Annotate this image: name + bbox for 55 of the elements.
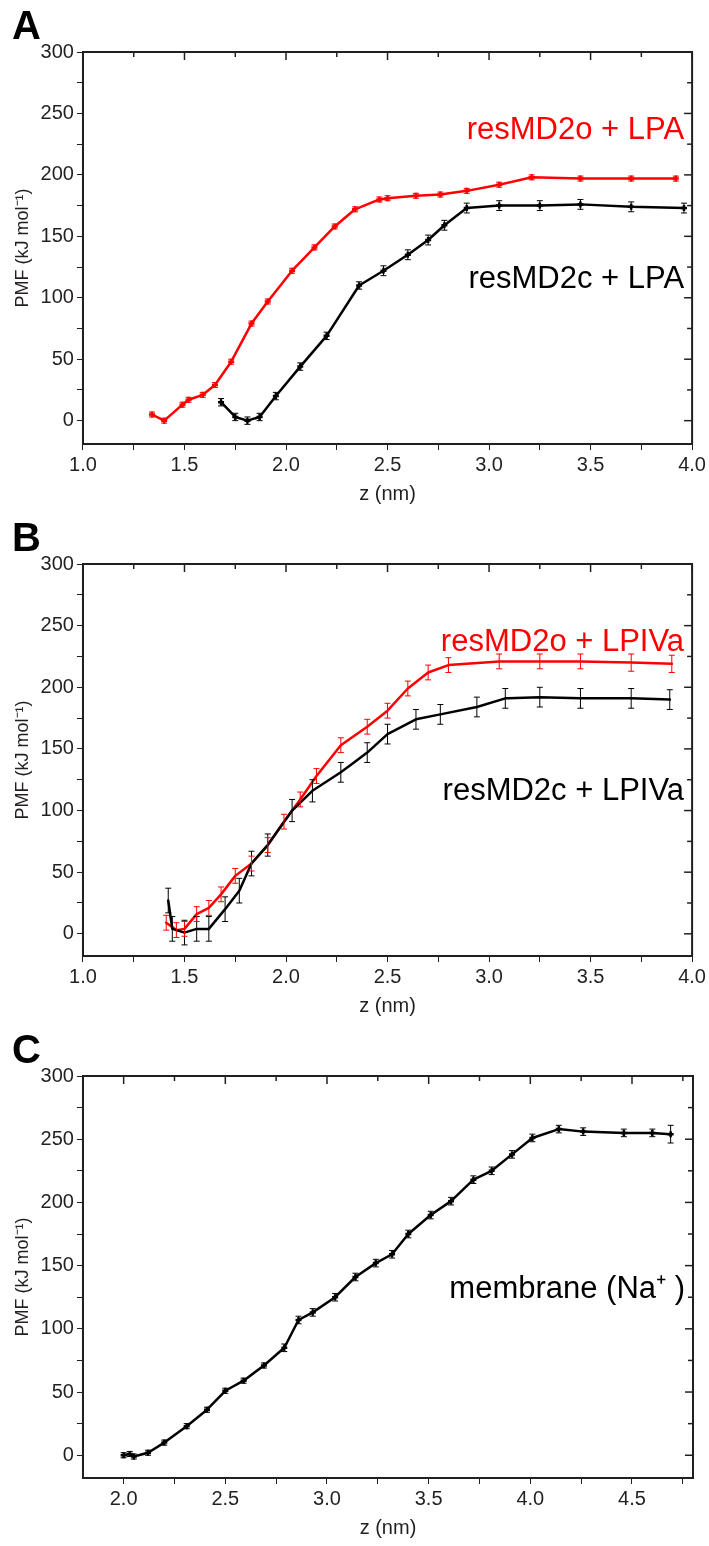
x-tick-label: 3.0 <box>475 964 503 987</box>
y-tick-label: 300 <box>40 1063 74 1086</box>
x-tick-label: 1.5 <box>170 964 199 987</box>
x-tick-label: 2.5 <box>373 964 402 987</box>
series-label: resMD2c + LPA <box>468 259 685 295</box>
x-tick-label: 3.0 <box>313 1486 341 1509</box>
y-tick-label: 50 <box>51 859 74 882</box>
y-tick-label: 0 <box>62 408 74 431</box>
x-tick-label: 4.0 <box>678 964 706 987</box>
y-tick-label: 100 <box>40 285 74 308</box>
series-label: resMD2o + LPA <box>466 110 685 146</box>
series-label: resMD2c + LPIVa <box>442 771 685 807</box>
x-tick-label: 2.5 <box>211 1486 240 1509</box>
x-tick-label: 3.5 <box>576 452 605 475</box>
x-tick-label: 2.5 <box>373 452 402 475</box>
x-axis-title: z (nm) <box>359 481 416 504</box>
x-tick-label: 4.0 <box>516 1486 545 1509</box>
series-label: membrane (Na⁺ ) <box>449 1269 685 1305</box>
y-tick-label: 300 <box>40 39 74 62</box>
y-tick-label: 150 <box>40 1253 74 1276</box>
y-tick-label: 0 <box>62 921 74 944</box>
y-axis-title: PMF (kJ mol⁻¹) <box>11 1217 32 1337</box>
y-tick-label: 250 <box>40 100 74 123</box>
y-tick-label: 250 <box>40 613 74 636</box>
y-tick-label: 0 <box>62 1442 74 1465</box>
x-tick-label: 2.0 <box>109 1486 138 1509</box>
x-tick-label: 1.0 <box>69 452 97 475</box>
x-tick-label: 2.0 <box>272 964 300 987</box>
y-tick-label: 250 <box>40 1126 74 1149</box>
x-tick-label: 4.0 <box>678 452 706 475</box>
y-tick-label: 150 <box>40 223 74 246</box>
chart-title: B <box>12 515 41 560</box>
x-tick-label: 3.5 <box>414 1486 443 1509</box>
y-axis-title: PMF (kJ mol⁻¹) <box>11 700 32 820</box>
x-axis-title: z (nm) <box>359 993 416 1016</box>
y-tick-label: 100 <box>40 798 74 821</box>
chart-title: A <box>12 3 41 48</box>
y-tick-label: 200 <box>40 674 74 697</box>
series-label: resMD2o + LPIVa <box>440 622 685 658</box>
x-tick-label: 2.0 <box>272 452 300 475</box>
y-tick-label: 200 <box>40 1189 74 1212</box>
x-tick-label: 3.5 <box>576 964 605 987</box>
x-tick-label: 4.5 <box>618 1486 646 1509</box>
y-tick-label: 200 <box>40 162 74 185</box>
y-axis-title: PMF (kJ mol⁻¹) <box>11 188 32 308</box>
x-axis-title: z (nm) <box>359 1515 417 1538</box>
y-tick-label: 100 <box>40 1316 74 1339</box>
y-tick-label: 150 <box>40 736 74 759</box>
x-tick-label: 1.0 <box>69 964 97 987</box>
chart-title: C <box>12 1027 41 1072</box>
y-tick-label: 50 <box>51 1379 74 1402</box>
x-tick-label: 1.5 <box>170 452 199 475</box>
y-tick-label: 300 <box>40 551 74 574</box>
y-tick-label: 50 <box>51 346 74 369</box>
x-tick-label: 3.0 <box>475 452 503 475</box>
